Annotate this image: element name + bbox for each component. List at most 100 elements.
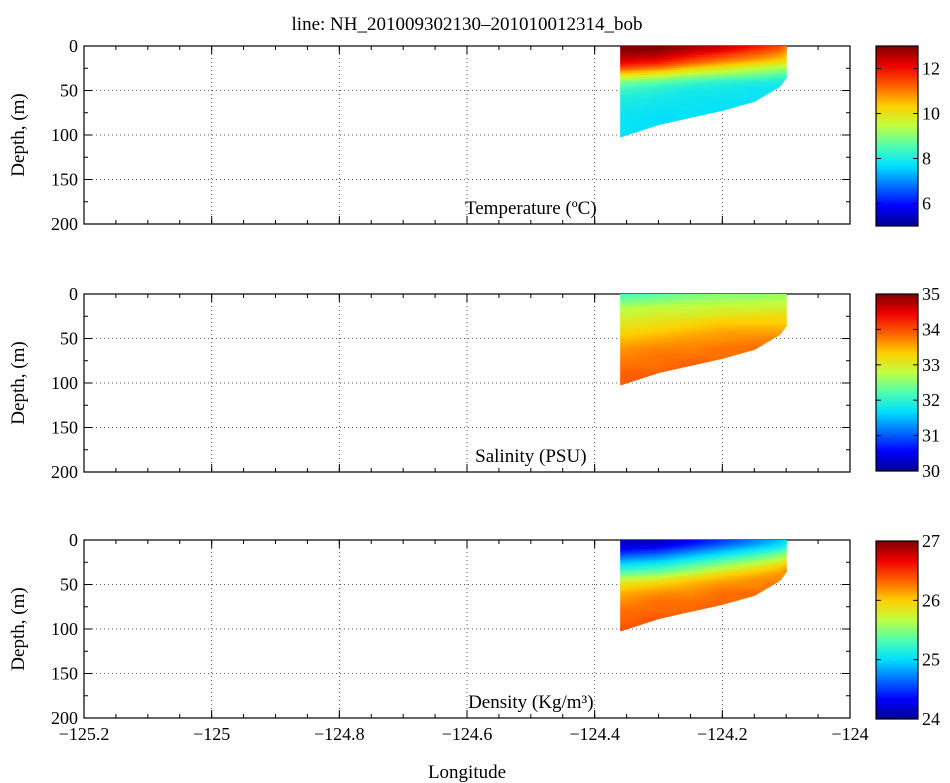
section-cell (712, 99, 715, 103)
section-cell (655, 74, 658, 78)
section-cell (684, 54, 687, 58)
section-cell (717, 77, 720, 80)
section-cell (775, 77, 778, 80)
section-cell (731, 50, 735, 54)
section-cell (650, 68, 653, 72)
section-cell (663, 112, 666, 116)
section-cell (652, 103, 655, 107)
section-cell (698, 88, 701, 92)
section-cell (632, 378, 636, 381)
section-cell (620, 101, 623, 105)
section-cell (628, 322, 631, 326)
section-cell (623, 121, 626, 125)
section-cell (719, 83, 722, 87)
section-cell (696, 106, 699, 109)
section-cell (672, 114, 676, 118)
section-cell (682, 83, 685, 87)
section-cell (722, 106, 725, 109)
section-cell (623, 351, 626, 355)
section-cell (632, 103, 636, 107)
section-cell (703, 70, 706, 74)
section-cell (620, 356, 623, 360)
section-cell (629, 54, 632, 58)
section-cell (621, 329, 624, 333)
section-cell (739, 61, 743, 65)
section-cell (624, 92, 628, 96)
section-cell (735, 59, 738, 63)
section-cell (650, 99, 653, 103)
section-cell (768, 50, 771, 54)
section-cell (688, 68, 692, 72)
section-cell (704, 81, 707, 85)
section-cell (642, 110, 645, 114)
section-cell (685, 57, 688, 60)
section-cell (634, 298, 637, 302)
section-cell (751, 68, 754, 72)
section-cell (706, 63, 709, 67)
section-cell (621, 130, 624, 134)
section-cell (733, 103, 736, 107)
section-cell (624, 302, 628, 306)
section-cell (626, 360, 629, 364)
section-cell (685, 83, 688, 87)
section-cell (624, 342, 628, 346)
section-cell (755, 52, 759, 56)
section-cell (762, 70, 765, 74)
section-cell (775, 59, 778, 63)
section-cell (661, 68, 664, 72)
section-cell (715, 48, 719, 52)
section-cell (709, 83, 712, 87)
section-cell (620, 302, 623, 306)
section-cell (715, 79, 719, 83)
section-cell (781, 54, 784, 58)
section-cell (647, 70, 650, 74)
section-cell (660, 81, 663, 85)
section-cell (626, 331, 629, 335)
section-cell (623, 46, 626, 49)
section-cell (647, 79, 650, 83)
section-cell (735, 54, 738, 58)
section-cell (688, 66, 692, 69)
section-cell (623, 314, 626, 317)
section-cell (680, 83, 684, 87)
section-cell (763, 81, 767, 85)
section-cell (771, 50, 774, 54)
section-cell (706, 72, 709, 76)
section-cell (782, 79, 786, 82)
section-cell (704, 79, 707, 83)
section-cell (696, 59, 699, 63)
section-cell (759, 68, 762, 72)
section-cell (655, 77, 658, 80)
section-cell (639, 112, 642, 116)
section-cell (632, 338, 636, 342)
section-cell (720, 59, 723, 63)
section-cell (703, 57, 706, 60)
section-cell (637, 61, 640, 65)
section-cell (632, 97, 636, 100)
section-cell (763, 79, 767, 83)
section-cell (660, 92, 663, 96)
section-cell (626, 298, 629, 302)
section-cell (623, 376, 626, 380)
section-cell (674, 61, 677, 65)
section-cell (653, 83, 656, 87)
section-cell (779, 81, 782, 85)
section-cell (751, 86, 754, 89)
section-cell (623, 349, 626, 353)
section-cell (760, 77, 763, 80)
section-cell (725, 72, 728, 76)
section-cell (682, 57, 685, 60)
section-cell (682, 108, 685, 112)
section-cell (754, 61, 757, 65)
section-cell (621, 54, 624, 58)
section-cell (632, 112, 636, 116)
section-cell (631, 316, 634, 320)
section-cell (760, 94, 763, 98)
section-cell (757, 63, 760, 67)
section-cell (695, 50, 698, 54)
section-cell (715, 92, 719, 96)
section-cell (666, 97, 669, 100)
section-cell (661, 108, 664, 112)
